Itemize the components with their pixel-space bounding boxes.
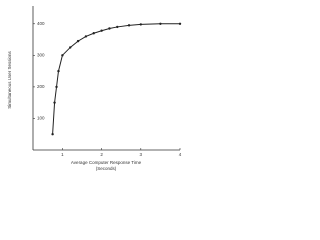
marker	[76, 39, 80, 43]
x-tick-label: 3	[140, 152, 143, 157]
y-tick-label: 100	[37, 116, 45, 121]
marker	[51, 133, 54, 136]
marker	[92, 32, 95, 35]
marker	[69, 46, 72, 49]
x-tick-label: 1	[61, 152, 64, 157]
x-tick-label: 4	[179, 152, 182, 157]
marker	[55, 85, 58, 89]
marker	[127, 24, 131, 27]
marker	[57, 69, 60, 73]
x-tick-label: 2	[100, 152, 103, 157]
marker	[116, 25, 119, 29]
chart: Simultaneous User Sessions Average Compu…	[7, 6, 182, 171]
marker	[84, 35, 88, 38]
marker	[139, 23, 142, 26]
y-tick-label: 400	[37, 21, 45, 26]
marker	[108, 27, 111, 30]
marker	[159, 22, 162, 25]
marker	[61, 54, 64, 57]
marker	[100, 29, 103, 32]
y-axis-label: Simultaneous User Sessions	[7, 50, 12, 108]
marker	[178, 22, 182, 25]
y-tick-label: 200	[37, 84, 45, 89]
x-axis-label: (Seconds)	[96, 166, 117, 171]
y-tick-label: 300	[37, 53, 45, 58]
line	[52, 23, 180, 135]
marker	[53, 101, 56, 104]
x-axis-label: Average Computer Response Time	[71, 160, 142, 165]
